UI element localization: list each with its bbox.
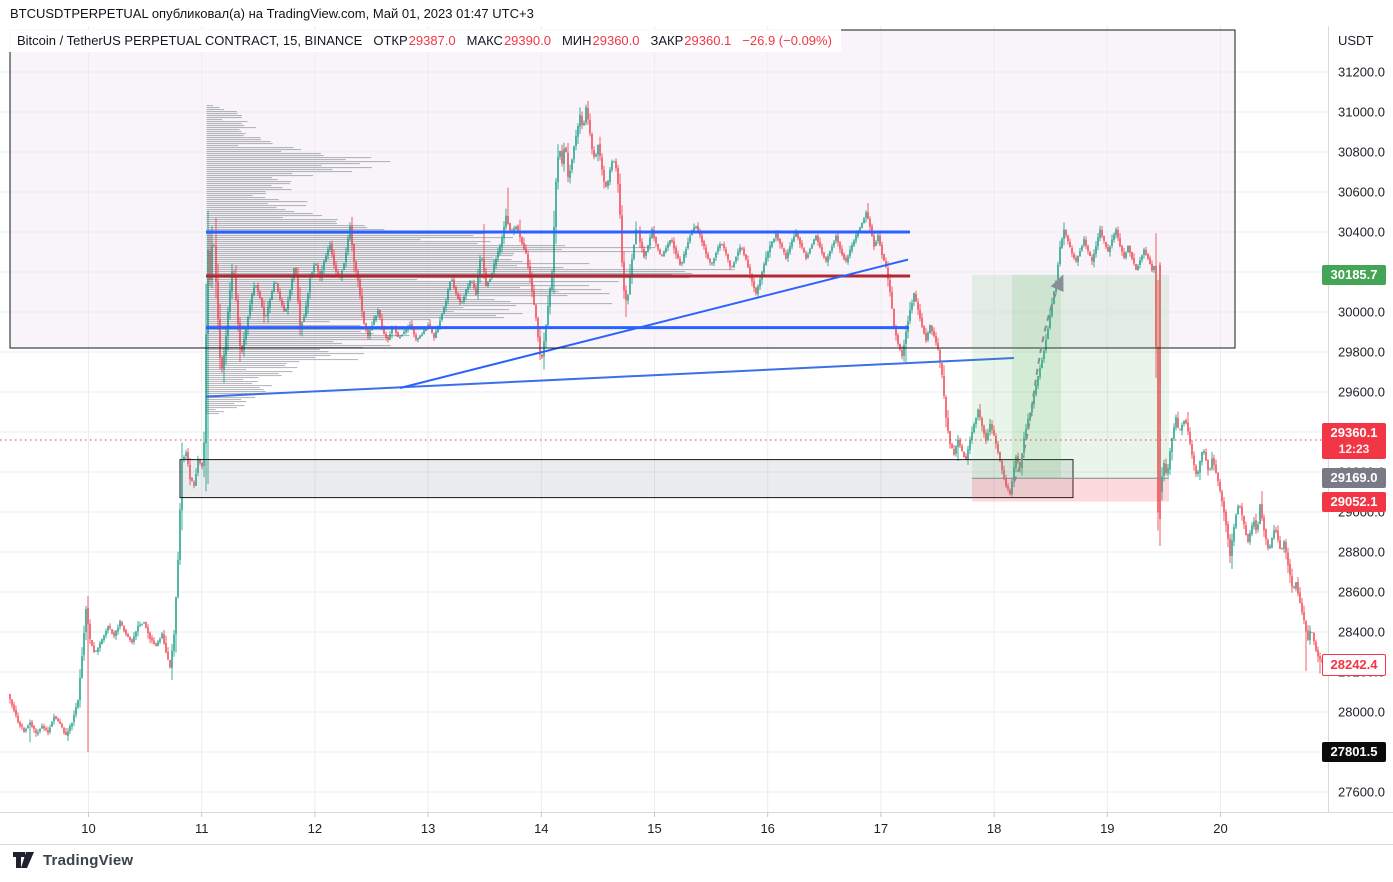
share-header-title: BTCUSDTPERPETUAL опубликовал(а) на Tradi… [10, 6, 534, 21]
drawing-boxes[interactable] [9, 29, 1236, 499]
legend-high-label: МАКС [466, 33, 503, 48]
time-tick-label: 11 [195, 821, 209, 836]
drawing-lines[interactable] [205, 230, 1015, 398]
price-tick-label: 30000.0 [1338, 305, 1385, 320]
time-tick-label: 17 [874, 821, 888, 836]
legend-low-value: 29360.0 [592, 33, 640, 48]
legend-open-value: 29387.0 [408, 33, 456, 48]
legend-close-label: ЗАКР [650, 33, 684, 48]
time-tick-label: 12 [308, 821, 322, 836]
time-tick-label: 13 [421, 821, 435, 836]
price-tick-label: 29600.0 [1338, 385, 1385, 400]
legend-open-label: ОТКР [373, 33, 408, 48]
price-tick-label: 29200.0 [1338, 465, 1385, 480]
price-tick-label: 30400.0 [1338, 225, 1385, 240]
tradingview-logo[interactable]: TradingView [12, 850, 133, 870]
price-tick-label: 27800.0 [1338, 745, 1385, 760]
time-tick-label: 16 [760, 821, 774, 836]
price-tick-label: 29000.0 [1338, 505, 1385, 520]
price-tick-label: 29800.0 [1338, 345, 1385, 360]
price-tick-label: 29400.0 [1338, 425, 1385, 440]
price-tick-label: 30600.0 [1338, 185, 1385, 200]
price-tick-label: 27600.0 [1338, 785, 1385, 800]
legend-high: МАКС 29390.0 [467, 33, 551, 48]
legend-symbol: Bitcoin / TetherUS PERPETUAL CONTRACT, 1… [17, 33, 363, 48]
tradingview-logo-text: TradingView [43, 851, 134, 869]
time-tick-label: 10 [81, 821, 95, 836]
legend-low: МИН 29360.0 [562, 33, 640, 48]
price-tick-label: 28800.0 [1338, 545, 1385, 560]
legend-change: −26.9 (−0.09%) [742, 33, 832, 48]
price-tick-label: 30800.0 [1338, 145, 1385, 160]
chart-legend: Bitcoin / TetherUS PERPETUAL CONTRACT, 1… [8, 29, 841, 52]
price-tick-label: 30200.0 [1338, 265, 1385, 280]
legend-high-value: 29390.0 [503, 33, 551, 48]
legend-close-value: 29360.1 [684, 33, 732, 48]
time-tick-label: 19 [1100, 821, 1114, 836]
price-tick-label: 31000.0 [1338, 105, 1385, 120]
price-tick-label: 28200.0 [1338, 665, 1385, 680]
time-tick-label: 20 [1213, 821, 1227, 836]
legend-low-label: МИН [561, 33, 592, 48]
price-tick-label: 28400.0 [1338, 625, 1385, 640]
candles-layer [9, 101, 1325, 752]
price-axis-unit: USDT [1338, 33, 1373, 48]
legend-open: ОТКР 29387.0 [373, 33, 455, 48]
time-tick-label: 14 [534, 821, 548, 836]
price-tick-label: 31200.0 [1338, 65, 1385, 80]
long-position-tool[interactable] [972, 274, 1169, 502]
time-tick-label: 15 [647, 821, 661, 836]
price-tick-label: 28600.0 [1338, 585, 1385, 600]
price-tick-label: 28000.0 [1338, 705, 1385, 720]
tradingview-logo-icon [13, 852, 34, 868]
time-tick-label: 18 [987, 821, 1001, 836]
legend-close: ЗАКР 29360.1 [651, 33, 732, 48]
projection-arrow [1013, 274, 1064, 483]
